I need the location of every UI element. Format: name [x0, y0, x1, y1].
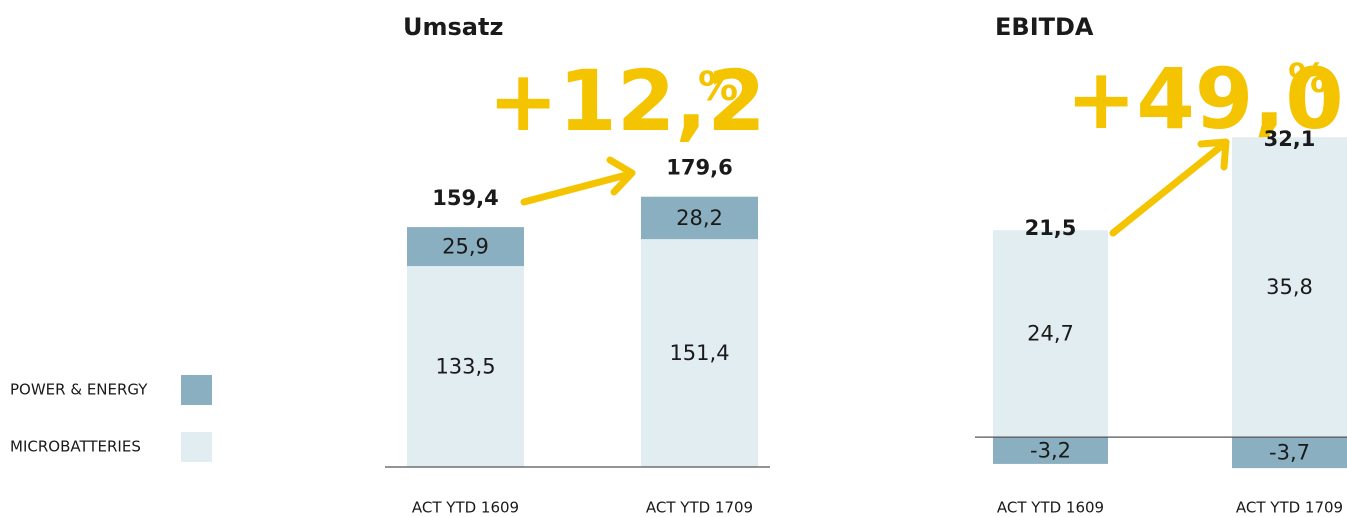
growth-unit: %	[1288, 56, 1328, 102]
total-label: 179,6	[666, 156, 732, 180]
arrow-head	[606, 156, 636, 196]
growth-unit: %	[698, 64, 738, 110]
legend-swatch	[181, 432, 212, 462]
arrow-head	[1197, 138, 1230, 171]
segment-label: -3,2	[1030, 439, 1071, 463]
growth-annotation: +49,0	[1066, 50, 1344, 148]
bar-segment	[407, 266, 524, 467]
arrows	[520, 138, 1230, 237]
bar-segment	[407, 227, 524, 267]
total-label: 32,1	[1264, 127, 1316, 151]
segment-label: 133,5	[435, 355, 495, 379]
total-label: 159,4	[432, 186, 498, 210]
x-tick-label: ACT YTD 1709	[1236, 499, 1343, 517]
x-tick-label: ACT YTD 1609	[412, 499, 519, 517]
bar-segment	[993, 230, 1108, 438]
legend-label: POWER & ENERGY	[10, 381, 148, 399]
x-tick-label: ACT YTD 1709	[646, 499, 753, 517]
bar-segment	[1232, 137, 1347, 438]
segment-label: 28,2	[676, 206, 723, 230]
bar-segment	[1232, 437, 1347, 469]
bar-segment	[641, 239, 758, 467]
legend-label: MICROBATTERIES	[10, 438, 141, 456]
legend-swatch	[181, 375, 212, 405]
chart-title: EBITDA	[995, 13, 1094, 41]
segment-label: -3,7	[1269, 441, 1310, 465]
bar-segment	[641, 196, 758, 240]
segment-label: 151,4	[669, 341, 729, 365]
total-label: 21,5	[1025, 216, 1077, 240]
x-tick-label: ACT YTD 1609	[997, 499, 1104, 517]
segment-label: 25,9	[442, 235, 489, 259]
bar-segment	[993, 437, 1108, 464]
growth-annotation: +12,2	[488, 52, 766, 150]
arrow	[520, 170, 634, 206]
segment-label: 24,7	[1027, 322, 1074, 346]
segment-label: 35,8	[1266, 275, 1313, 299]
chart-title: Umsatz	[403, 13, 503, 41]
arrow	[1109, 140, 1228, 237]
